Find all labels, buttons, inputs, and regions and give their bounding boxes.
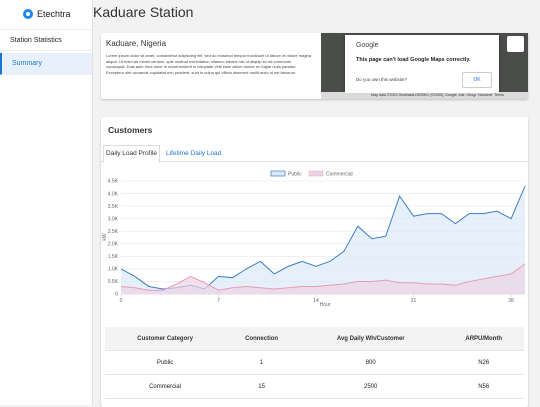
x-axis-label: Hour <box>320 302 331 308</box>
table-cell: Public <box>105 350 226 375</box>
y-tick-label: 3.0K <box>108 216 119 222</box>
dialog-question: Do you own this website? <box>356 77 408 82</box>
chart: kW Hour 0 0.5K 1.0K 1.5K 2.0K 2.5K 3.0K 3.5K 4.0… <box>102 170 526 308</box>
card-title: Customers <box>108 125 153 135</box>
location-title: Kaduare, Nigeria <box>106 39 167 48</box>
table-cell: N56 <box>443 374 524 399</box>
x-tick-label: 7 <box>217 298 220 304</box>
menu-item[interactable]: Station Statistics <box>0 29 92 51</box>
ok-button[interactable]: OK <box>462 72 492 88</box>
map-footer: Map data ©2023 GeoBasis-DE/BKG (©2009), … <box>321 92 528 99</box>
area-fill <box>121 186 525 294</box>
y-tick-label: 4.5K <box>108 179 119 185</box>
fullscreen-button[interactable] <box>507 36 524 52</box>
map-dialog: Google This page can't load Google Maps … <box>345 35 499 93</box>
table-cell: 2500 <box>298 374 444 399</box>
table-header: Avg Daily Wh/Customer <box>298 327 444 351</box>
customers-card: Customers Daily Load Profile Lifetime Da… <box>101 117 528 407</box>
legend-label: Commercial <box>326 172 353 178</box>
location-card: Kaduare, Nigeria Lorem ipsum dolor sit a… <box>101 33 528 99</box>
y-tick-label: 0.5K <box>108 279 119 285</box>
x-tick-label: 21 <box>411 298 417 304</box>
table-header: ARPU/Month <box>443 327 524 351</box>
table-cell: 1 <box>225 350 299 375</box>
table-cell: 15 <box>225 374 299 399</box>
area-fill <box>121 263 525 294</box>
legend-swatch <box>308 170 324 177</box>
menu-item-active[interactable]: Summary <box>0 53 92 75</box>
y-tick-label: 1.0K <box>108 267 119 273</box>
dialog-title: Google <box>356 42 379 49</box>
x-tick-label: 14 <box>313 298 319 304</box>
y-axis-label: kW <box>102 233 108 241</box>
dialog-message: This page can't load Google Maps correct… <box>356 57 471 63</box>
y-tick-label: 2.0K <box>108 241 119 247</box>
map[interactable]: Google This page can't load Google Maps … <box>321 33 528 99</box>
sidebar: Etechtra Station Statistics Summary <box>0 0 93 405</box>
y-tick-label: 2.5K <box>108 229 119 235</box>
table-cell: N26 <box>443 350 524 375</box>
tab-divider <box>101 161 528 162</box>
map-attribution: Map data ©2023 GeoBasis-DE/BKG (©2009), … <box>371 93 493 97</box>
y-tick-label: 3.5K <box>108 204 119 210</box>
y-tick-label: 0 <box>115 292 118 298</box>
logo-icon <box>23 9 33 19</box>
tab[interactable]: Lifetime Daily Load <box>166 150 222 157</box>
customer-table: Customer Category Connection Avg Daily Wh/… <box>105 327 524 399</box>
legend-label: Public <box>288 172 302 178</box>
x-tick-label: 0 <box>120 298 123 304</box>
series-line <box>120 263 526 291</box>
brand: Etechtra <box>37 9 71 19</box>
legend-swatch <box>270 170 286 177</box>
table-cell: 800 <box>298 350 444 375</box>
map-terms[interactable]: Terms <box>494 93 504 97</box>
table-header: Connection <box>225 327 299 351</box>
y-tick-label: 4.0K <box>108 191 119 197</box>
location-description: Lorem ipsum dolor sit amet, consectetur … <box>106 53 311 75</box>
table-header: Customer Category <box>105 327 226 351</box>
page-title: Kaduare Station <box>93 4 194 20</box>
tab-active[interactable]: Daily Load Profile <box>103 145 160 163</box>
x-tick-label: 28 <box>508 298 514 304</box>
y-tick-label: 1.5K <box>108 254 119 260</box>
table-cell: Commercial <box>105 374 226 399</box>
